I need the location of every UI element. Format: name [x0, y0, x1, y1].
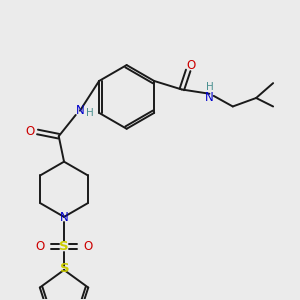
Text: H: H	[85, 108, 93, 118]
Text: N: N	[205, 92, 214, 104]
Text: N: N	[76, 104, 84, 117]
Text: S: S	[60, 262, 70, 275]
Text: O: O	[26, 125, 35, 139]
Text: O: O	[84, 240, 93, 253]
Text: S: S	[59, 240, 69, 253]
Text: O: O	[35, 240, 44, 253]
Text: N: N	[60, 212, 68, 224]
Text: H: H	[206, 82, 213, 92]
Text: O: O	[187, 58, 196, 72]
